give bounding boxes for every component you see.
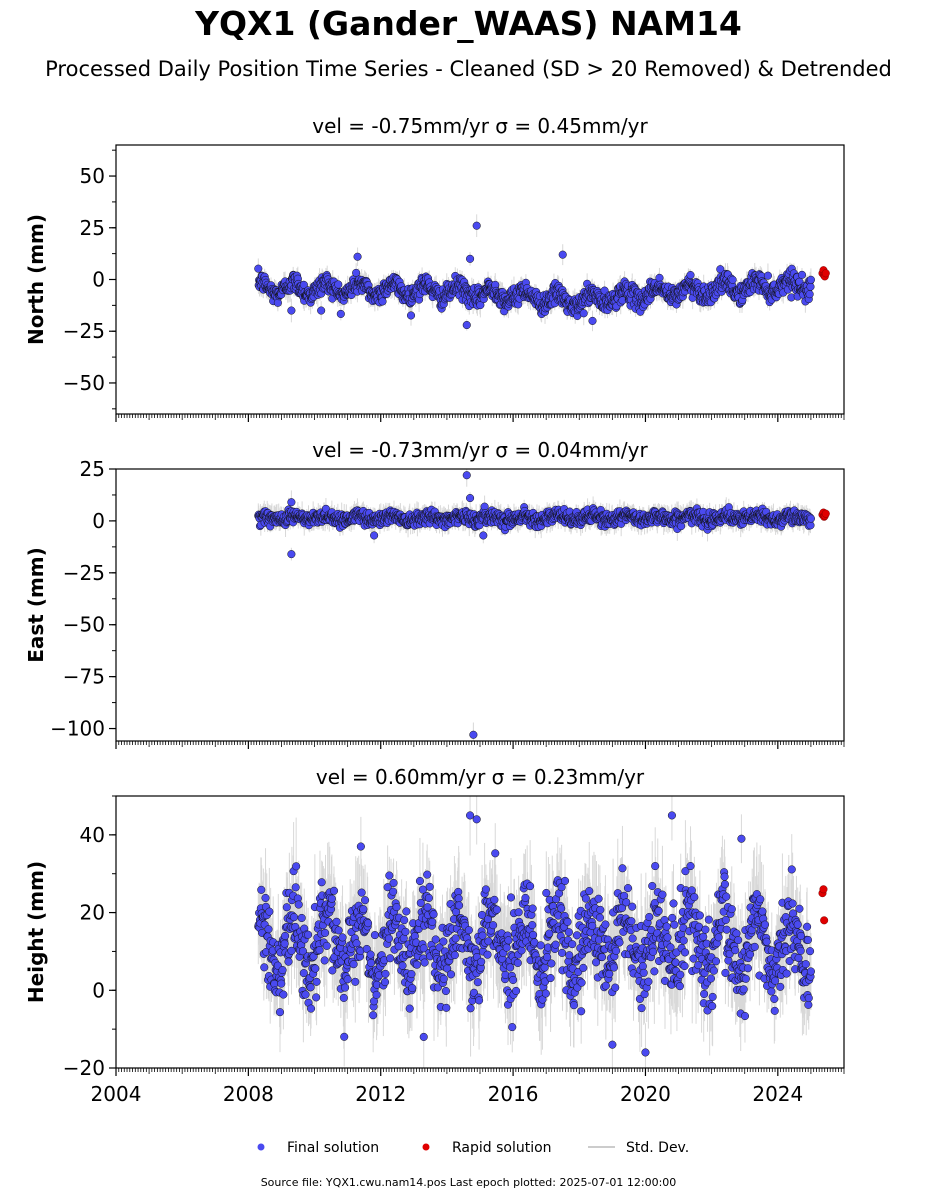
final-solution-point	[334, 280, 343, 289]
final-solution-point	[287, 306, 296, 315]
final-solution-point	[686, 270, 695, 280]
final-solution-point	[273, 298, 282, 307]
chart-subtitle: Processed Daily Position Time Series - C…	[45, 57, 892, 81]
final-solution-point	[352, 268, 361, 277]
y-tick-label: 0	[92, 268, 105, 292]
y-axis-label: North (mm)	[24, 214, 48, 345]
final-solution-point	[588, 316, 597, 325]
final-solution-series	[254, 471, 815, 739]
y-tick-label: 50	[80, 164, 105, 188]
final-solution-point	[558, 250, 567, 259]
final-solution-point	[579, 309, 588, 318]
final-solution-point	[806, 282, 815, 291]
final-solution-point	[317, 306, 326, 315]
final-solution-series	[254, 221, 815, 330]
final-solution-point	[728, 275, 737, 284]
y-tick-label: −50	[63, 371, 105, 395]
final-solution-point	[466, 254, 475, 263]
final-solution-point	[336, 309, 345, 318]
y-tick-label: 25	[80, 216, 105, 240]
final-solution-point	[353, 252, 362, 261]
rapid-solution-series	[818, 266, 830, 281]
chart-title: YQX1 (Gander_WAAS) NAM14	[195, 4, 742, 43]
y-tick-label: −25	[63, 319, 105, 343]
plot-area	[254, 469, 830, 741]
final-solution-point	[797, 270, 807, 279]
final-solution-point	[406, 311, 416, 320]
final-solution-point	[763, 271, 772, 280]
final-solution-point	[378, 297, 387, 306]
final-solution-point	[655, 273, 664, 282]
final-solution-point	[472, 221, 481, 230]
panel-title: vel = -0.75mm/yr σ = 0.45mm/yr	[312, 114, 648, 138]
rapid-solution-point	[821, 269, 830, 278]
panel-1: −50 −25 0 25 50 vel = -0.75mm/yr σ = 0.45mm/y…	[24, 114, 845, 422]
plot-area	[254, 214, 830, 332]
final-solution-point	[254, 264, 263, 273]
final-solution-point	[462, 320, 471, 330]
final-solution-point	[806, 275, 815, 284]
final-solution-point	[805, 290, 814, 299]
